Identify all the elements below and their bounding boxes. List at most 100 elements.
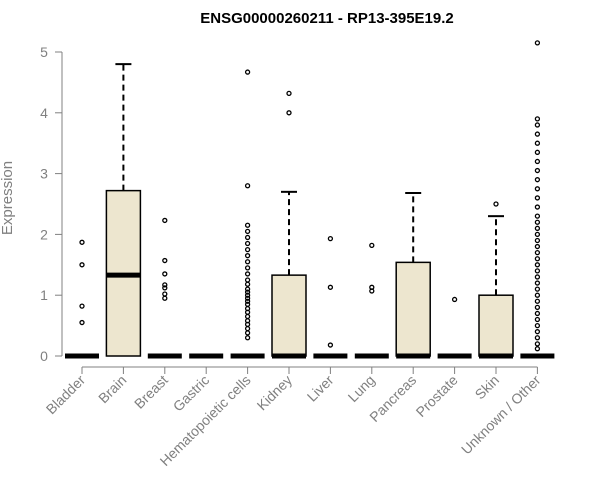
x-tick-label-bladder: Bladder [43,372,89,418]
outlier-point [244,305,251,312]
outlier-point [244,265,251,271]
box-kidney [271,90,307,359]
outlier-point [327,236,334,242]
x-tick-label-skin: Skin [472,372,503,403]
box-body [271,274,307,357]
outlier-point [79,239,85,245]
outlier-point [534,243,541,250]
x-tick-label-unknown-other: Unknown / Other [458,372,544,458]
outlier-point [534,116,541,122]
outlier-point [244,277,251,283]
x-tick-label-prostate: Prostate [413,372,461,420]
x-tick-label-liver: Liver [304,372,337,405]
box-prostate [437,296,472,359]
outlier-point [534,231,541,238]
box-breast [147,217,182,359]
outlier-point [534,310,541,317]
box-liver [313,236,348,359]
outlier-point [162,217,168,224]
outlier-point [79,262,85,268]
box-lung [354,242,389,359]
x-tick-label-breast: Breast [131,372,171,412]
outlier-point [327,284,334,290]
outlier-point [286,110,292,116]
outlier-point [286,90,292,96]
outlier-point [534,131,541,137]
outlier-point [162,291,168,297]
box-skin [478,201,514,359]
outlier-point [244,271,251,277]
outlier-point [369,242,375,248]
box-unknown-other [520,40,555,359]
outlier-point [534,322,541,329]
outlier-point [244,289,251,295]
outlier-point [327,342,334,348]
outlier-point [244,69,251,75]
outlier-point [534,329,541,335]
box-body [478,294,514,357]
outlier-point [162,295,168,301]
outlier-point [534,177,541,183]
outlier-point [244,295,251,301]
outlier-point [244,298,251,304]
outlier-point [244,259,251,265]
outlier-point [451,296,458,303]
outlier-point [534,292,541,298]
outlier-point [534,280,541,286]
x-tick-label-kidney: Kidney [254,372,296,414]
outlier-point [244,246,251,253]
outlier-point [244,253,251,259]
outlier-point [534,256,541,262]
outlier-point [244,292,251,298]
outlier-point [244,183,251,189]
outlier-point [534,122,541,128]
outlier-point [534,225,541,231]
x-tick-label-brain: Brain [95,372,129,406]
outlier-point [534,149,541,155]
outlier-point [244,325,251,332]
outlier-point [244,222,251,228]
outlier-point [534,140,541,146]
outlier-point [79,319,85,326]
outlier-point [534,316,541,323]
outlier-point [244,335,251,341]
outlier-point [534,219,541,225]
outlier-point [244,318,251,324]
outlier-point [534,213,541,219]
outlier-point [534,268,541,274]
y-tick-label: 5 [40,44,48,60]
x-tick-label-lung: Lung [345,372,378,405]
y-tick-label: 3 [40,166,48,182]
outlier-point [534,167,541,174]
y-axis: 0 1 2 3 4 5 [40,44,63,364]
box-pancreas [395,192,431,359]
outlier-point [244,286,251,292]
outlier-point [493,201,499,207]
y-axis-label: Expression [0,161,16,235]
y-tick-label: 0 [40,348,48,364]
outlier-point [534,195,541,201]
chart-title: ENSG00000260211 - RP13-395E19.2 [200,10,454,27]
outlier-point [534,262,541,268]
y-tick-label: 2 [40,226,48,242]
outlier-point [534,286,541,292]
outlier-point [369,284,375,290]
box-body [395,261,431,357]
outlier-point [534,249,541,256]
box-hematopoietic-cells [230,69,265,359]
outlier-point [534,346,541,352]
outlier-point [534,204,541,210]
outlier-point [244,228,251,235]
outlier-point [162,285,168,291]
outlier-point [534,158,541,165]
outlier-point [534,298,541,304]
outlier-point [534,186,541,192]
outlier-point [244,281,251,287]
y-tick-label: 4 [40,105,48,121]
outlier-point [162,271,168,277]
outlier-point [534,341,541,347]
outlier-point [79,303,85,309]
outlier-point [534,335,541,341]
